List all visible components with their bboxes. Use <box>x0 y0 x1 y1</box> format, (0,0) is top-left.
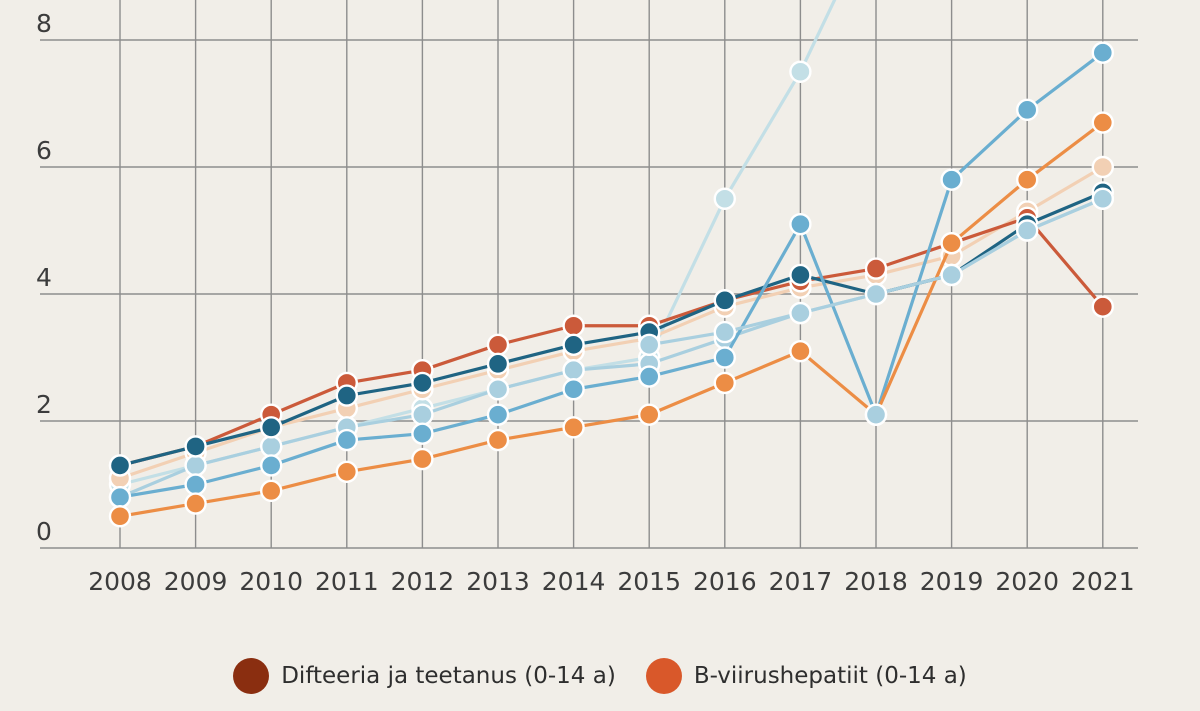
y-tick-label: 8 <box>36 9 52 38</box>
x-tick-label: 2017 <box>769 567 833 596</box>
data-point[interactable] <box>713 187 736 210</box>
data-point[interactable] <box>713 371 736 395</box>
data-point[interactable] <box>638 365 661 388</box>
x-tick-label: 2018 <box>844 567 908 596</box>
data-point[interactable] <box>411 403 434 426</box>
x-tick-label: 2019 <box>920 567 984 596</box>
data-point[interactable] <box>108 454 132 477</box>
data-point[interactable] <box>864 403 888 426</box>
x-tick-label: 2008 <box>88 567 152 596</box>
data-point[interactable] <box>789 263 812 287</box>
data-point[interactable] <box>260 435 283 458</box>
data-point[interactable] <box>864 257 888 280</box>
data-point[interactable] <box>184 473 207 496</box>
data-point[interactable] <box>864 282 888 306</box>
data-point[interactable] <box>260 479 283 503</box>
legend-swatch-difteeria <box>233 658 270 694</box>
data-point[interactable] <box>486 378 510 401</box>
data-point[interactable] <box>184 492 207 515</box>
series-1 <box>108 155 1115 490</box>
x-tick-label: 2011 <box>315 567 379 596</box>
series-2 <box>108 187 1115 509</box>
y-tick-label: 4 <box>36 263 52 292</box>
data-point[interactable] <box>638 333 661 356</box>
chart-series <box>108 0 1115 528</box>
y-tick-label: 2 <box>36 390 52 419</box>
y-tick-label: 0 <box>36 517 52 546</box>
x-tick-label: 2010 <box>239 567 303 596</box>
data-point[interactable] <box>789 339 812 363</box>
data-point[interactable] <box>1091 187 1115 210</box>
data-point[interactable] <box>1015 219 1039 242</box>
y-axis-ticks: 0 2 4 6 8 <box>36 9 52 546</box>
x-tick-label: 2013 <box>466 567 530 596</box>
chart-legend: Difteeria ja teetanus (0-14 a) B-viirush… <box>0 650 1200 702</box>
data-point[interactable] <box>562 359 585 382</box>
data-point[interactable] <box>1015 168 1039 191</box>
data-point[interactable] <box>486 428 510 452</box>
data-point[interactable] <box>184 454 207 477</box>
data-point[interactable] <box>108 505 132 528</box>
legend-item-difteeria[interactable]: Difteeria ja teetanus (0-14 a) <box>233 658 616 694</box>
data-point[interactable] <box>940 168 963 191</box>
y-tick-label: 6 <box>36 136 52 165</box>
data-point[interactable] <box>940 231 963 255</box>
data-point[interactable] <box>562 314 585 337</box>
data-point[interactable] <box>1091 295 1115 318</box>
data-point[interactable] <box>411 422 434 445</box>
x-axis-ticks: 2008 2009 2010 2011 2012 2013 2014 2015 2016 2017… <box>88 567 1134 596</box>
x-tick-label: 2015 <box>617 567 681 596</box>
legend-swatch-b-viirushepatiit <box>645 658 682 694</box>
series-line <box>118 216 1105 468</box>
legend-item-b-viirushepatiit[interactable]: B-viirushepatiit (0-14 a) <box>645 658 967 694</box>
data-point[interactable] <box>562 416 585 439</box>
data-point[interactable] <box>940 263 963 287</box>
data-point[interactable] <box>562 378 585 401</box>
x-tick-label: 2021 <box>1071 567 1135 596</box>
x-tick-label: 2016 <box>693 567 757 596</box>
data-point[interactable] <box>486 403 510 426</box>
data-point[interactable] <box>1091 41 1115 64</box>
data-point[interactable] <box>638 403 661 426</box>
series-line <box>118 165 1105 480</box>
data-point[interactable] <box>260 454 283 477</box>
series-8 <box>864 403 888 426</box>
series-7 <box>638 187 1115 356</box>
data-point[interactable] <box>260 416 283 439</box>
data-point[interactable] <box>486 352 510 376</box>
data-point[interactable] <box>713 320 736 344</box>
data-point[interactable] <box>789 60 812 83</box>
series-5 <box>108 41 1115 509</box>
data-point[interactable] <box>335 428 358 452</box>
data-point[interactable] <box>335 460 358 483</box>
data-point[interactable] <box>713 289 736 312</box>
series-4 <box>108 181 1115 477</box>
data-point[interactable] <box>713 346 736 369</box>
series-line <box>118 51 1105 499</box>
data-point[interactable] <box>184 435 207 458</box>
data-point[interactable] <box>789 301 812 325</box>
x-tick-label: 2020 <box>995 567 1059 596</box>
data-point[interactable] <box>1015 98 1039 122</box>
chart-grid <box>40 0 1138 549</box>
data-point[interactable] <box>562 333 585 356</box>
data-point[interactable] <box>1091 111 1115 134</box>
data-point[interactable] <box>411 447 434 471</box>
data-point[interactable] <box>411 371 434 395</box>
data-point[interactable] <box>108 486 132 509</box>
data-point[interactable] <box>789 212 812 236</box>
x-tick-label: 2012 <box>391 567 455 596</box>
x-tick-label: 2009 <box>164 567 228 596</box>
data-point[interactable] <box>335 384 358 407</box>
data-point[interactable] <box>1091 155 1115 179</box>
legend-label-b-viirushepatiit: B-viirushepatiit (0-14 a) <box>693 663 967 689</box>
legend-label-difteeria: Difteeria ja teetanus (0-14 a) <box>281 663 616 689</box>
x-tick-label: 2014 <box>542 567 606 596</box>
data-point[interactable] <box>486 333 510 356</box>
series-line <box>118 120 1105 518</box>
